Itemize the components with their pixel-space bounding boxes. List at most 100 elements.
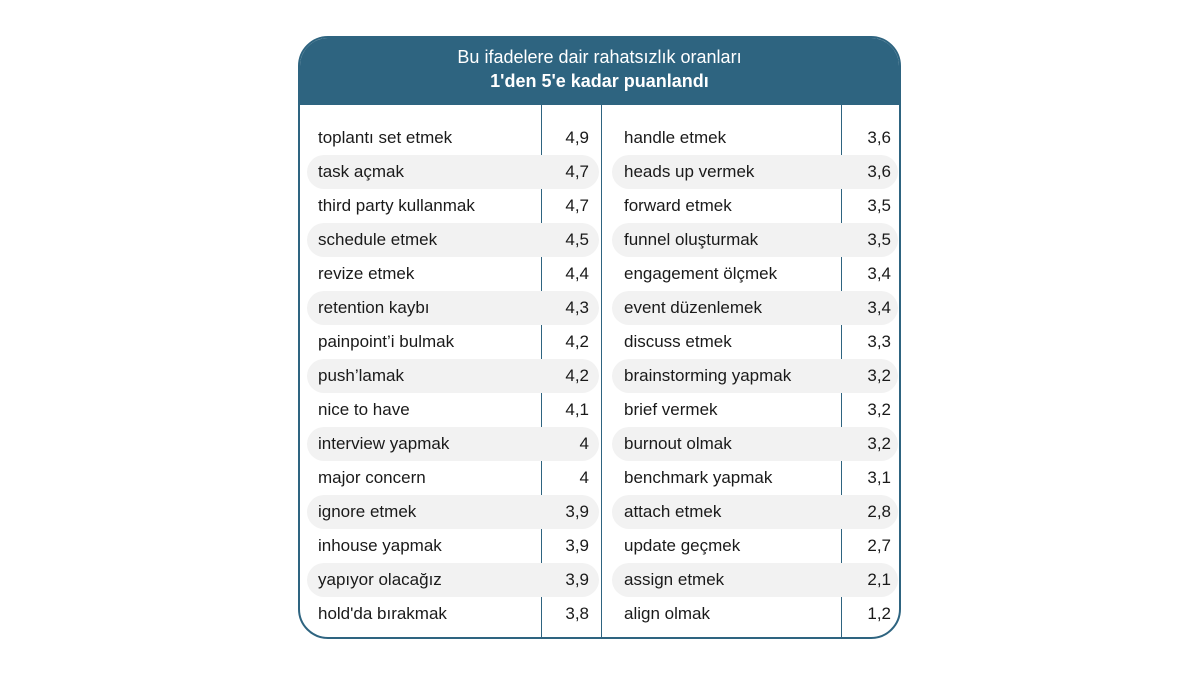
row-band xyxy=(612,291,898,325)
row-label: painpoint’i bulmak xyxy=(318,332,455,351)
table-header: Bu ifadelere dair rahatsızlık oranları 1… xyxy=(300,38,899,105)
table-row: task açmak 4,7 xyxy=(300,155,600,189)
row-label: update geçmek xyxy=(624,536,741,555)
row-label: event düzenlemek xyxy=(624,298,762,317)
row-value: 3,5 xyxy=(867,196,891,215)
row-band xyxy=(307,427,599,461)
table-row: yapıyor olacağız 3,9 xyxy=(300,563,600,597)
row-label: discuss etmek xyxy=(624,332,732,351)
row-value: 4,7 xyxy=(565,196,589,215)
row-label: burnout olmak xyxy=(624,434,732,453)
row-band xyxy=(307,563,599,597)
row-band xyxy=(612,359,898,393)
row-value: 3,9 xyxy=(565,502,589,521)
table-row: revize etmek 4,4 xyxy=(300,257,600,291)
left-column: toplantı set etmek 4,9 task açmak 4,7 third … xyxy=(300,121,600,631)
table-row: painpoint’i bulmak 4,2 xyxy=(300,325,600,359)
table-row: burnout olmak 3,2 xyxy=(602,427,899,461)
row-value: 3,2 xyxy=(867,434,891,453)
row-value: 3,8 xyxy=(565,604,589,623)
row-label: toplantı set etmek xyxy=(318,128,453,147)
row-value: 2,1 xyxy=(867,570,891,589)
table-row: assign etmek 2,1 xyxy=(602,563,899,597)
table-row: attach etmek 2,8 xyxy=(602,495,899,529)
ratings-table-card: Bu ifadelere dair rahatsızlık oranları 1… xyxy=(298,36,901,639)
table-row: toplantı set etmek 4,9 xyxy=(300,121,600,155)
row-value: 4,2 xyxy=(565,366,589,385)
row-value: 4,2 xyxy=(565,332,589,351)
row-label: revize etmek xyxy=(318,264,415,283)
table-row: brief vermek 3,2 xyxy=(602,393,899,427)
table-row: schedule etmek 4,5 xyxy=(300,223,600,257)
row-label: third party kullanmak xyxy=(318,196,475,215)
row-value: 3,6 xyxy=(867,128,891,147)
table-row: align olmak 1,2 xyxy=(602,597,899,631)
row-value: 2,7 xyxy=(867,536,891,555)
row-value: 3,1 xyxy=(867,468,891,487)
row-band xyxy=(307,291,599,325)
table-row: discuss etmek 3,3 xyxy=(602,325,899,359)
row-value: 3,4 xyxy=(867,298,891,317)
table-row: funnel oluşturmak 3,5 xyxy=(602,223,899,257)
table-row: retention kaybı 4,3 xyxy=(300,291,600,325)
table-row: major concern 4 xyxy=(300,461,600,495)
row-label: yapıyor olacağız xyxy=(318,570,442,589)
row-band xyxy=(612,563,898,597)
row-label: retention kaybı xyxy=(318,298,430,317)
table-row: heads up vermek 3,6 xyxy=(602,155,899,189)
row-value: 4,1 xyxy=(565,400,589,419)
row-value: 3,9 xyxy=(565,570,589,589)
row-value: 1,2 xyxy=(867,604,891,623)
row-value: 4,9 xyxy=(565,128,589,147)
row-label: task açmak xyxy=(318,162,404,181)
row-label: schedule etmek xyxy=(318,230,438,249)
row-value: 4,7 xyxy=(565,162,589,181)
table-row: interview yapmak 4 xyxy=(300,427,600,461)
row-label: attach etmek xyxy=(624,502,722,521)
row-label: align olmak xyxy=(624,604,710,623)
row-value: 2,8 xyxy=(867,502,891,521)
row-value: 4,3 xyxy=(565,298,589,317)
row-label: assign etmek xyxy=(624,570,725,589)
right-column: handle etmek 3,6 heads up vermek 3,6 forward… xyxy=(602,121,899,631)
row-label: funnel oluşturmak xyxy=(624,230,759,249)
row-band xyxy=(307,223,599,257)
table-title: Bu ifadelere dair rahatsızlık oranları xyxy=(457,47,742,67)
row-label: hold'da bırakmak xyxy=(318,604,447,623)
row-label: benchmark yapmak xyxy=(624,468,773,487)
row-label: interview yapmak xyxy=(318,434,450,453)
row-band xyxy=(612,495,898,529)
row-value: 4,5 xyxy=(565,230,589,249)
row-label: major concern xyxy=(318,468,426,487)
row-value: 3,4 xyxy=(867,264,891,283)
table-row: ignore etmek 3,9 xyxy=(300,495,600,529)
row-band xyxy=(307,359,599,393)
row-value: 3,3 xyxy=(867,332,891,351)
row-label: brainstorming yapmak xyxy=(624,366,792,385)
table-row: brainstorming yapmak 3,2 xyxy=(602,359,899,393)
center-divider xyxy=(601,105,602,637)
row-label: heads up vermek xyxy=(624,162,755,181)
row-value: 4 xyxy=(579,434,589,453)
row-value: 3,2 xyxy=(867,400,891,419)
row-label: nice to have xyxy=(318,400,410,419)
row-band xyxy=(612,155,898,189)
table-row: third party kullanmak 4,7 xyxy=(300,189,600,223)
row-value: 3,5 xyxy=(867,230,891,249)
table-subtitle: 1'den 5'e kadar puanlandı xyxy=(490,71,709,91)
row-label: inhouse yapmak xyxy=(318,536,442,555)
table-row: push’lamak 4,2 xyxy=(300,359,600,393)
row-band xyxy=(307,495,599,529)
row-value: 4,4 xyxy=(565,264,589,283)
table-row: handle etmek 3,6 xyxy=(602,121,899,155)
table-row: engagement ölçmek 3,4 xyxy=(602,257,899,291)
row-value: 3,2 xyxy=(867,366,891,385)
row-label: engagement ölçmek xyxy=(624,264,778,283)
row-band xyxy=(612,223,898,257)
row-label: forward etmek xyxy=(624,196,732,215)
table-row: hold'da bırakmak 3,8 xyxy=(300,597,600,631)
table-row: benchmark yapmak 3,1 xyxy=(602,461,899,495)
row-value: 4 xyxy=(579,468,589,487)
table-row: inhouse yapmak 3,9 xyxy=(300,529,600,563)
row-band xyxy=(612,427,898,461)
